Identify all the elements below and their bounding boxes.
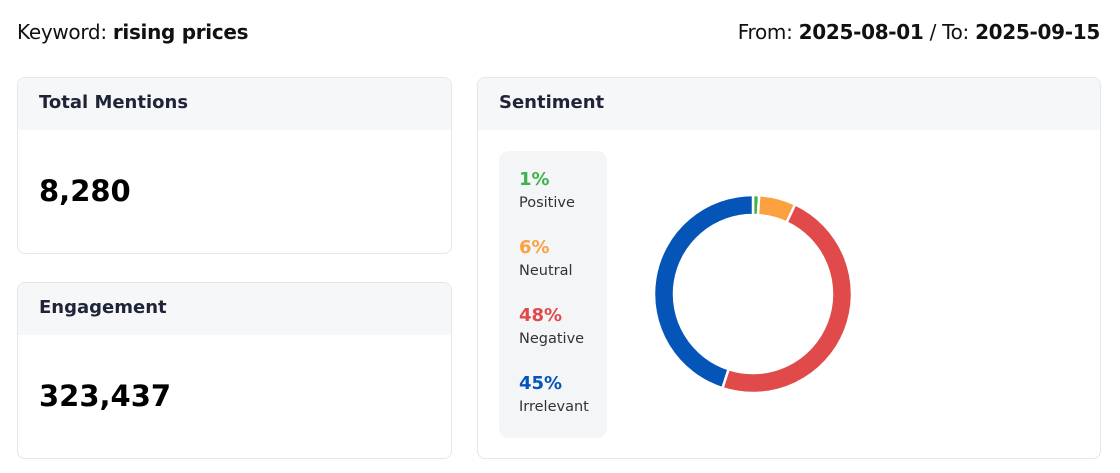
- donut-slice-negative: [720, 202, 854, 395]
- sentiment-card: Sentiment 1% Positive 6% Neutral 48% Negati…: [477, 77, 1101, 459]
- legend-label: Irrelevant: [519, 399, 589, 415]
- sentiment-legend: 1% Positive 6% Neutral 48% Negative 45% Irre…: [499, 151, 607, 438]
- card-title: Sentiment: [478, 78, 1100, 130]
- legend-label: Positive: [519, 195, 575, 211]
- keyword-value: rising prices: [112, 20, 249, 44]
- engagement-value: 323,437: [39, 379, 172, 413]
- keyword-label: Keyword:: [17, 20, 107, 44]
- legend-label: Negative: [519, 331, 585, 347]
- legend-item-irrelevant: 45% Irrelevant: [519, 373, 589, 415]
- legend-label: Neutral: [519, 263, 573, 279]
- keyword-display: Keyword: rising prices: [17, 20, 249, 44]
- total-mentions-value: 8,280: [39, 174, 131, 208]
- card-title: Total Mentions: [18, 78, 451, 130]
- total-mentions-card: Total Mentions 8,280: [17, 77, 452, 254]
- card-title: Engagement: [18, 283, 451, 335]
- to-label: / To:: [929, 20, 970, 44]
- legend-item-positive: 1% Positive: [519, 169, 575, 211]
- legend-percent: 45%: [519, 373, 563, 394]
- donut-slice-irrelevant: [652, 193, 755, 390]
- legend-item-neutral: 6% Neutral: [519, 237, 573, 279]
- to-date: 2025-09-15: [975, 20, 1100, 44]
- legend-percent: 6%: [519, 237, 550, 258]
- legend-percent: 48%: [519, 305, 563, 326]
- engagement-card: Engagement 323,437: [17, 282, 452, 459]
- date-range: From: 2025-08-01 / To: 2025-09-15: [737, 20, 1101, 44]
- legend-percent: 1%: [519, 169, 550, 190]
- from-date: 2025-08-01: [798, 20, 924, 44]
- legend-item-negative: 48% Negative: [519, 305, 584, 347]
- sentiment-donut-chart: [652, 193, 854, 395]
- from-label: From:: [737, 20, 793, 44]
